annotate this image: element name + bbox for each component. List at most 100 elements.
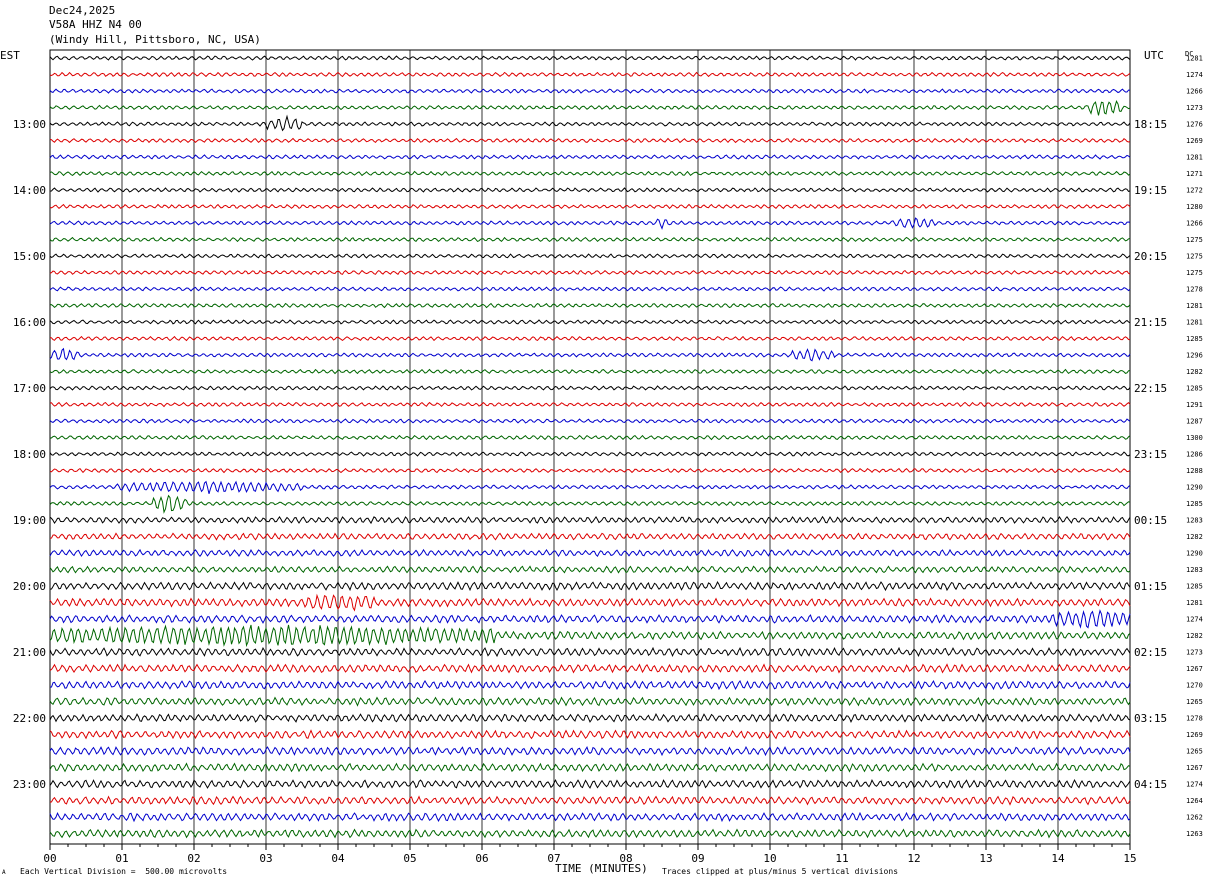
est-hour-label: 20:00 [13, 580, 46, 593]
dc-offset-label: 1280 [1186, 203, 1203, 211]
dc-offset-label: 1267 [1186, 665, 1203, 673]
utc-hour-label: 18:15 [1134, 118, 1167, 131]
dc-offset-label: 1262 [1186, 814, 1203, 822]
seismic-trace [49, 170, 1131, 177]
dc-offset-label: 1283 [1186, 566, 1203, 574]
x-tick-label: 08 [619, 852, 632, 865]
dc-offset-label: 1285 [1186, 583, 1203, 591]
seismic-trace [49, 532, 1131, 541]
dc-offset-label: 1278 [1186, 286, 1203, 294]
seismic-trace [49, 236, 1131, 243]
seismic-trace [49, 680, 1131, 691]
dc-offset-label: 1269 [1186, 137, 1203, 145]
x-tick-label: 13 [979, 852, 992, 865]
station-label: V58A HHZ N4 00 [49, 18, 142, 31]
dc-offset-label: 1275 [1186, 269, 1203, 277]
seismic-trace [49, 319, 1131, 325]
location-label: (Windy Hill, Pittsboro, NC, USA) [49, 33, 261, 46]
dc-offset-label: 1286 [1186, 451, 1203, 459]
seismic-trace [49, 811, 1131, 823]
seismic-trace [49, 565, 1131, 574]
seismic-trace [49, 795, 1131, 806]
x-tick-label: 01 [115, 852, 128, 865]
dc-offset-label: 1290 [1186, 550, 1203, 558]
seismic-trace [49, 302, 1131, 309]
utc-hour-label: 19:15 [1134, 184, 1167, 197]
dc-offset-label: 1278 [1186, 715, 1203, 723]
dc-offset-label: 1264 [1186, 797, 1203, 805]
seismic-trace [49, 286, 1131, 292]
x-tick-label: 09 [691, 852, 704, 865]
dc-offset-label: 1275 [1186, 253, 1203, 261]
x-tick-label: 14 [1051, 852, 1065, 865]
seismic-trace [49, 55, 1131, 61]
dc-offset-label: 1283 [1186, 517, 1203, 525]
scale-note: Each Vertical Division = 500.00 microvol… [20, 867, 228, 876]
dc-offset-label: 1291 [1186, 401, 1203, 409]
dc-offset-label: 1288 [1186, 467, 1203, 475]
utc-hour-label: 01:15 [1134, 580, 1167, 593]
utc-hour-label: 22:15 [1134, 382, 1167, 395]
est-hour-label: 14:00 [13, 184, 46, 197]
x-tick-label: 00 [43, 852, 56, 865]
est-hour-label: 13:00 [13, 118, 46, 131]
date-label: Dec24,2025 [49, 4, 116, 17]
dc-offset-label: 1285 [1186, 385, 1203, 393]
x-tick-label: 15 [1123, 852, 1136, 865]
est-hour-label: 15:00 [13, 250, 46, 263]
x-tick-label: 11 [835, 852, 848, 865]
dc-offset-label: 1273 [1186, 104, 1203, 112]
est-hour-label: 22:00 [13, 712, 46, 725]
dc-offset-label: 1265 [1186, 698, 1203, 706]
seismic-trace [49, 609, 1131, 629]
seismic-trace [49, 548, 1131, 558]
utc-hour-label: 02:15 [1134, 646, 1167, 659]
seismic-trace [49, 114, 1131, 132]
est-hour-label: 21:00 [13, 646, 46, 659]
seismic-trace [49, 778, 1131, 789]
dc-offset-label: 1274 [1186, 781, 1203, 789]
clip-note: Traces clipped at plus/minus 5 vertical … [662, 867, 899, 876]
seismic-trace [49, 71, 1131, 78]
seismic-trace [49, 137, 1131, 144]
est-hour-label: 18:00 [13, 448, 46, 461]
seismic-trace [49, 434, 1131, 441]
utc-hour-label: 00:15 [1134, 514, 1167, 527]
seismic-trace [49, 467, 1131, 474]
dc-offset-label: 1281 [1186, 302, 1203, 310]
dc-offset-label: 1285 [1186, 335, 1203, 343]
dc-offset-label: 1281 [1186, 599, 1203, 607]
seismic-trace [49, 154, 1131, 160]
est-hour-label: 16:00 [13, 316, 46, 329]
x-tick-label: 07 [547, 852, 560, 865]
x-axis-title: TIME (MINUTES) [555, 862, 648, 875]
seismic-trace [49, 828, 1131, 839]
x-tick-label: 02 [187, 852, 200, 865]
dc-offset-label: 1281 [1186, 154, 1203, 162]
seismic-trace [49, 581, 1131, 592]
seismic-trace [49, 217, 1131, 230]
est-hour-label: 19:00 [13, 514, 46, 527]
dc-offset-label: 1270 [1186, 682, 1203, 690]
seismic-trace [49, 451, 1131, 457]
corner-mark: A [2, 869, 6, 876]
x-tick-label: 10 [763, 852, 776, 865]
dc-offset-label: 1287 [1186, 418, 1203, 426]
utc-hour-label: 03:15 [1134, 712, 1167, 725]
dc-offset-label: 1290 [1186, 484, 1203, 492]
dc-offset-label: 1300 [1186, 434, 1203, 442]
seismic-trace [49, 663, 1131, 674]
dc-offset-label: 1266 [1186, 88, 1203, 96]
seismic-trace [49, 88, 1130, 94]
seismic-trace [49, 368, 1131, 375]
utc-hour-label: 20:15 [1134, 250, 1167, 263]
seismic-trace [49, 712, 1131, 724]
dc-offset-label: 1281 [1186, 55, 1203, 63]
dc-offset-label: 1274 [1186, 71, 1203, 79]
seismic-trace [49, 347, 1131, 362]
seismic-trace [49, 696, 1131, 707]
seismic-trace [49, 729, 1131, 740]
seismic-trace [49, 480, 1131, 494]
dc-offset-label: 1265 [1186, 748, 1203, 756]
